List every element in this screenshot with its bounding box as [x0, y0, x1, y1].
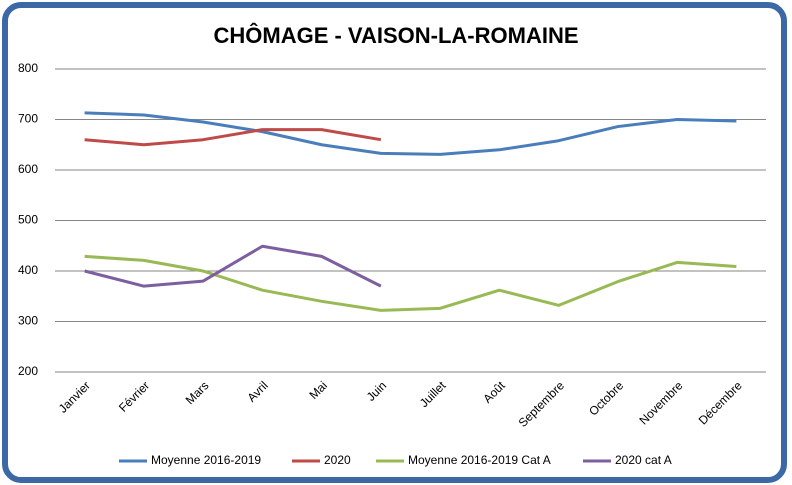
y-tick-label: 400 [18, 263, 38, 277]
y-tick-label: 600 [18, 162, 38, 176]
series-line [84, 128, 382, 147]
chart-title: CHÔMAGE - VAISON-LA-ROMAINE [213, 23, 578, 48]
y-tick-label: 500 [18, 213, 38, 227]
series-line [84, 244, 382, 288]
legend-label: 2020 cat A [615, 453, 672, 467]
legend-label: Moyenne 2016-2019 [151, 453, 261, 467]
legend-label: 2020 [324, 453, 351, 467]
legend-label: Moyenne 2016-2019 Cat A [408, 453, 551, 467]
y-tick-label: 700 [18, 112, 38, 126]
series-line [84, 254, 737, 312]
y-tick-label: 800 [18, 61, 38, 75]
y-tick-label: 300 [18, 314, 38, 328]
series-line [84, 111, 737, 156]
y-tick-label: 200 [18, 364, 38, 378]
